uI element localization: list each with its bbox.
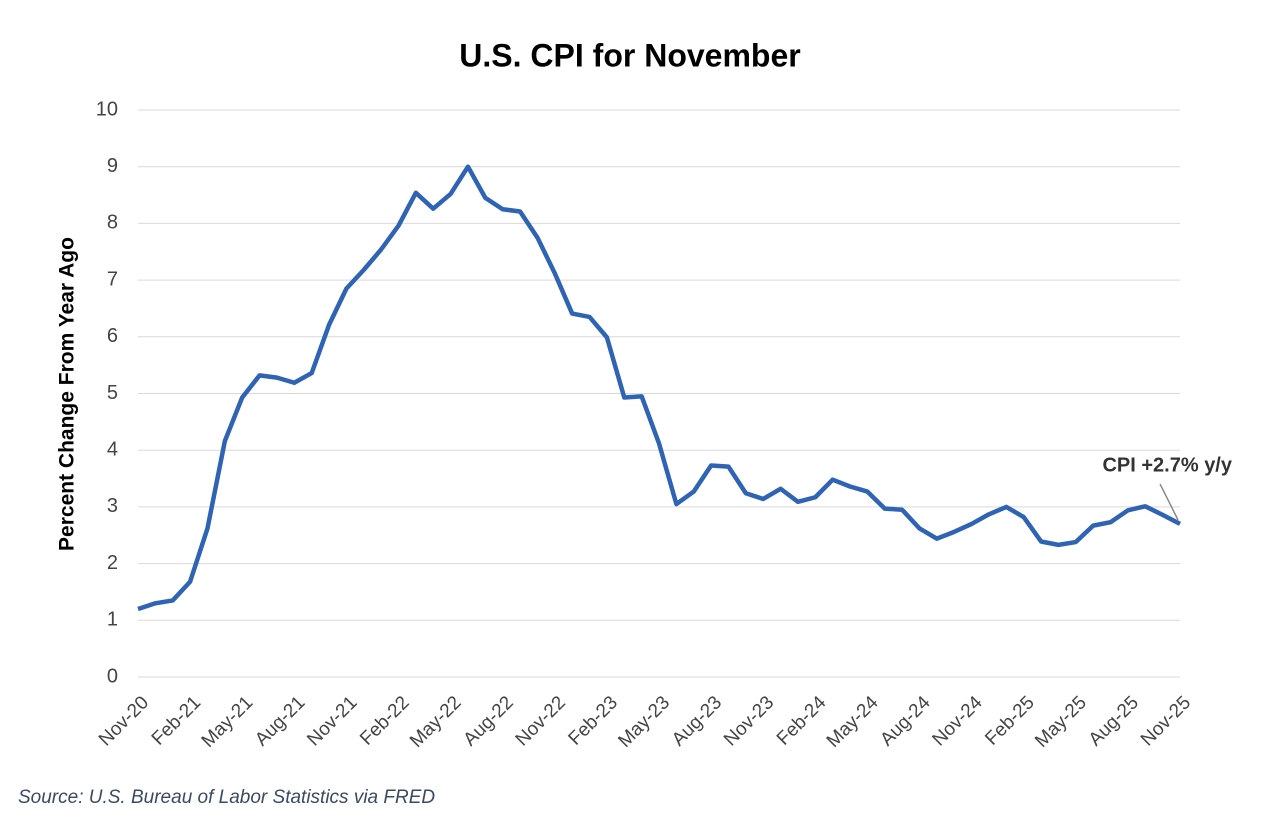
y-tick-label: 1 (107, 609, 118, 631)
x-tick-label: Nov-22 (512, 692, 570, 750)
x-tick-label: Aug-22 (460, 692, 518, 750)
x-tick-label: Aug-24 (876, 692, 934, 750)
y-tick-label: 0 (107, 665, 118, 687)
x-tick-label: May-23 (614, 692, 674, 752)
x-tick-label: Nov-25 (1137, 692, 1195, 750)
y-tick-label: 10 (96, 98, 118, 120)
y-tick-label: 8 (107, 212, 118, 234)
y-tick-label: 2 (107, 552, 118, 574)
annotation-leader (1159, 483, 1179, 521)
y-tick-label: 9 (107, 155, 118, 177)
x-tick-label: May-24 (823, 692, 883, 752)
x-tick-label: May-21 (198, 692, 258, 752)
x-tick-label: Feb-24 (773, 692, 831, 750)
y-tick-label: 4 (107, 438, 118, 460)
x-tick-label: Nov-24 (929, 692, 987, 750)
x-tick-label: Feb-22 (356, 692, 413, 749)
x-tick-label: Feb-25 (981, 692, 1038, 749)
source-note: Source: U.S. Bureau of Labor Statistics … (18, 787, 435, 808)
annotation: CPI +2.7% y/y (1102, 454, 1232, 476)
x-tick-label: Nov-23 (720, 692, 778, 750)
y-tick-label: 3 (107, 495, 118, 517)
x-tick-label: Nov-20 (95, 692, 153, 750)
x-tick-label: Feb-23 (565, 692, 622, 749)
y-tick-label: 7 (107, 268, 118, 290)
x-tick-label: Aug-25 (1085, 692, 1143, 750)
x-tick-label: Nov-21 (303, 692, 361, 750)
x-tick-label: Aug-23 (668, 692, 726, 750)
y-tick-label: 6 (107, 325, 118, 347)
chart-title: U.S. CPI for November (459, 37, 800, 73)
x-tick-label: Feb-21 (148, 692, 205, 749)
x-tick-label: May-22 (406, 692, 466, 752)
x-tick-label: May-25 (1031, 692, 1091, 752)
cpi-line (137, 164, 1182, 612)
x-tick-label: Aug-21 (251, 692, 309, 750)
y-tick-label: 5 (107, 382, 118, 404)
y-axis-label: Percent Change From Year Ago (56, 237, 79, 551)
